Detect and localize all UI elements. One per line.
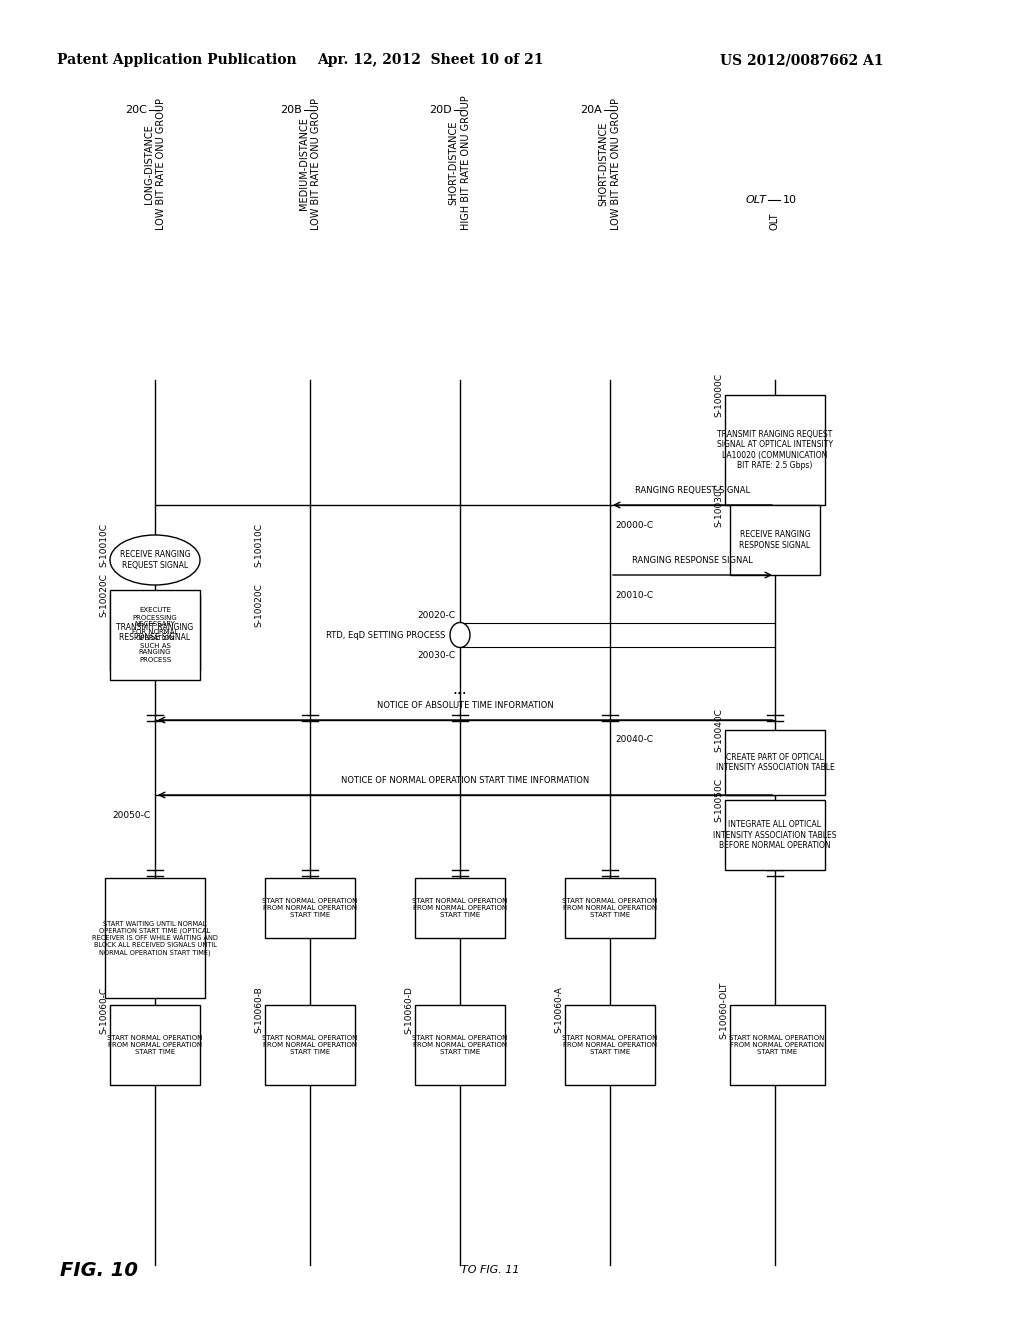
Text: S-10050C: S-10050C xyxy=(714,777,723,822)
FancyBboxPatch shape xyxy=(110,590,200,680)
Text: START NORMAL OPERATION
FROM NORMAL OPERATION
START TIME: START NORMAL OPERATION FROM NORMAL OPERA… xyxy=(108,1035,203,1055)
Text: START NORMAL OPERATION
FROM NORMAL OPERATION
START TIME: START NORMAL OPERATION FROM NORMAL OPERA… xyxy=(562,898,657,917)
Text: CREATE PART OF OPTICAL
INTENSITY ASSOCIATION TABLE: CREATE PART OF OPTICAL INTENSITY ASSOCIA… xyxy=(716,752,835,772)
Text: RECEIVE RANGING
REQUEST SIGNAL: RECEIVE RANGING REQUEST SIGNAL xyxy=(120,550,190,570)
Text: START WAITING UNTIL NORMAL
OPERATION START TIME (OPTICAL
RECEIVER IS OFF WHILE W: START WAITING UNTIL NORMAL OPERATION STA… xyxy=(92,920,218,956)
Text: S-10020C: S-10020C xyxy=(254,583,263,627)
Text: S-10030C: S-10030C xyxy=(714,483,723,527)
Ellipse shape xyxy=(110,535,200,585)
Text: START NORMAL OPERATION
FROM NORMAL OPERATION
START TIME: START NORMAL OPERATION FROM NORMAL OPERA… xyxy=(562,1035,657,1055)
Text: US 2012/0087662 A1: US 2012/0087662 A1 xyxy=(720,53,884,67)
Text: LONG-DISTANCE
LOW BIT RATE ONU GROUP: LONG-DISTANCE LOW BIT RATE ONU GROUP xyxy=(143,98,166,230)
Text: 10: 10 xyxy=(783,195,797,205)
Text: OLT: OLT xyxy=(770,213,780,230)
Text: OLT: OLT xyxy=(746,195,767,205)
FancyBboxPatch shape xyxy=(415,1005,505,1085)
Text: TRANSMIT RANGING
RESPONSE SIGNAL: TRANSMIT RANGING RESPONSE SIGNAL xyxy=(117,623,194,643)
Text: 20A: 20A xyxy=(581,106,602,115)
Text: S-10060-A: S-10060-A xyxy=(554,986,563,1034)
Text: TRANSMIT RANGING REQUEST
SIGNAL AT OPTICAL INTENSITY
LA10020 (COMMUNICATION
BIT : TRANSMIT RANGING REQUEST SIGNAL AT OPTIC… xyxy=(717,430,833,470)
Text: SHORT-DISTANCE
HIGH BIT RATE ONU GROUP: SHORT-DISTANCE HIGH BIT RATE ONU GROUP xyxy=(449,95,471,230)
FancyBboxPatch shape xyxy=(105,878,205,998)
Text: 20B: 20B xyxy=(281,106,302,115)
FancyBboxPatch shape xyxy=(415,878,505,939)
Text: S-10020C: S-10020C xyxy=(99,573,108,616)
Text: 20030-C: 20030-C xyxy=(417,651,455,660)
Text: S-10000C: S-10000C xyxy=(714,374,723,417)
Text: 20010-C: 20010-C xyxy=(615,590,653,599)
Text: MEDIUM-DISTANCE
LOW BIT RATE ONU GROUP: MEDIUM-DISTANCE LOW BIT RATE ONU GROUP xyxy=(299,98,322,230)
Text: 20040-C: 20040-C xyxy=(615,735,653,744)
Text: 20C: 20C xyxy=(125,106,147,115)
FancyBboxPatch shape xyxy=(725,800,825,870)
Text: Apr. 12, 2012  Sheet 10 of 21: Apr. 12, 2012 Sheet 10 of 21 xyxy=(316,53,544,67)
Text: ...: ... xyxy=(453,682,467,697)
FancyBboxPatch shape xyxy=(725,730,825,795)
Text: RECEIVE RANGING
RESPONSE SIGNAL: RECEIVE RANGING RESPONSE SIGNAL xyxy=(739,531,811,549)
FancyBboxPatch shape xyxy=(265,878,355,939)
Ellipse shape xyxy=(450,623,470,648)
Text: FIG. 10: FIG. 10 xyxy=(60,1261,138,1279)
Text: NOTICE OF NORMAL OPERATION START TIME INFORMATION: NOTICE OF NORMAL OPERATION START TIME IN… xyxy=(341,776,589,785)
Text: S-10060-D: S-10060-D xyxy=(404,986,413,1034)
Text: RANGING REQUEST SIGNAL: RANGING REQUEST SIGNAL xyxy=(635,486,750,495)
FancyBboxPatch shape xyxy=(730,1005,825,1085)
Text: INTEGRATE ALL OPTICAL
INTENSITY ASSOCIATION TABLES
BEFORE NORMAL OPERATION: INTEGRATE ALL OPTICAL INTENSITY ASSOCIAT… xyxy=(714,820,837,850)
Text: SHORT-DISTANCE
LOW BIT RATE ONU GROUP: SHORT-DISTANCE LOW BIT RATE ONU GROUP xyxy=(599,98,622,230)
Text: Patent Application Publication: Patent Application Publication xyxy=(57,53,297,67)
Text: 20D: 20D xyxy=(429,106,452,115)
Text: 20000-C: 20000-C xyxy=(615,520,653,529)
Text: S-10040C: S-10040C xyxy=(714,708,723,752)
Text: RANGING RESPONSE SIGNAL: RANGING RESPONSE SIGNAL xyxy=(632,556,753,565)
Text: START NORMAL OPERATION
FROM NORMAL OPERATION
START TIME: START NORMAL OPERATION FROM NORMAL OPERA… xyxy=(262,898,357,917)
Text: START NORMAL OPERATION
FROM NORMAL OPERATION
START TIME: START NORMAL OPERATION FROM NORMAL OPERA… xyxy=(262,1035,357,1055)
FancyBboxPatch shape xyxy=(265,1005,355,1085)
FancyBboxPatch shape xyxy=(725,395,825,506)
Text: S-10060-OLT: S-10060-OLT xyxy=(719,981,728,1039)
FancyBboxPatch shape xyxy=(565,878,655,939)
FancyBboxPatch shape xyxy=(110,595,200,671)
FancyBboxPatch shape xyxy=(565,1005,655,1085)
Text: S-10060-B: S-10060-B xyxy=(254,986,263,1034)
Text: S-10010C: S-10010C xyxy=(99,523,108,568)
Text: 20050-C: 20050-C xyxy=(112,810,150,820)
FancyBboxPatch shape xyxy=(110,1005,200,1085)
Text: RTD, EqD SETTING PROCESS: RTD, EqD SETTING PROCESS xyxy=(326,631,445,639)
Text: S-10010C: S-10010C xyxy=(254,523,263,568)
Text: START NORMAL OPERATION
FROM NORMAL OPERATION
START TIME: START NORMAL OPERATION FROM NORMAL OPERA… xyxy=(413,1035,508,1055)
Text: EXECUTE
PROCESSING
NECESSARY
FOR NORMAL
OPERATION
SUCH AS
RANGING
PROCESS: EXECUTE PROCESSING NECESSARY FOR NORMAL … xyxy=(132,607,178,663)
Text: S-10060-C: S-10060-C xyxy=(99,986,108,1034)
Text: 20020-C: 20020-C xyxy=(417,610,455,619)
FancyBboxPatch shape xyxy=(730,506,820,576)
Text: NOTICE OF ABSOLUTE TIME INFORMATION: NOTICE OF ABSOLUTE TIME INFORMATION xyxy=(377,701,553,710)
Text: START NORMAL OPERATION
FROM NORMAL OPERATION
START TIME: START NORMAL OPERATION FROM NORMAL OPERA… xyxy=(729,1035,824,1055)
Text: TO FIG. 11: TO FIG. 11 xyxy=(461,1265,519,1275)
Text: START NORMAL OPERATION
FROM NORMAL OPERATION
START TIME: START NORMAL OPERATION FROM NORMAL OPERA… xyxy=(413,898,508,917)
